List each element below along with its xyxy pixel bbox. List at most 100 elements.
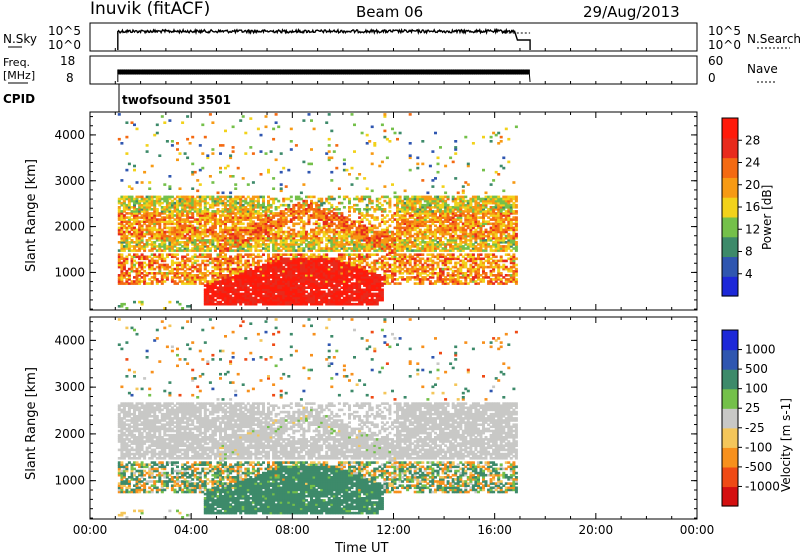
power-cell [143, 170, 147, 174]
power-cell [282, 276, 286, 279]
power-cell [193, 239, 197, 242]
power-cell [181, 282, 185, 285]
power-cell [312, 214, 316, 217]
power-cell [135, 220, 139, 223]
power-cell [224, 197, 227, 201]
power-cell [231, 245, 235, 248]
power-cell [320, 290, 324, 294]
power-cell [269, 274, 273, 277]
power-cell [305, 222, 308, 226]
power-cell [292, 208, 296, 211]
power-cell [224, 234, 227, 238]
power-cell [224, 294, 227, 298]
freq-right-tick-top: 60 [708, 54, 723, 68]
power-cell [345, 261, 349, 265]
power-cell [312, 280, 316, 283]
power-cell [186, 305, 190, 308]
power-cell [158, 253, 162, 256]
power-cell [297, 195, 301, 199]
power-cell [335, 292, 339, 296]
power-cell [330, 276, 334, 279]
power-cell [221, 236, 225, 240]
power-cell [284, 276, 288, 279]
power-cell [284, 236, 288, 240]
power-cell [269, 224, 273, 228]
power-cell [310, 272, 313, 275]
power-cell [254, 247, 258, 250]
power-cell [287, 247, 291, 250]
power-cell [133, 276, 136, 279]
power-cell [138, 241, 142, 244]
power-cell [332, 300, 336, 304]
power-cell [122, 201, 126, 205]
power-cell [224, 249, 227, 252]
power-cell [249, 280, 253, 283]
power-cell [317, 259, 321, 263]
power-cell [183, 282, 187, 285]
power-cell [150, 201, 154, 205]
power-cell [434, 131, 437, 135]
power-cell [302, 239, 306, 242]
power-cell [163, 224, 167, 228]
power-cell [165, 208, 169, 211]
power-cell [127, 243, 131, 246]
power-cell [168, 119, 172, 122]
power-cell [168, 208, 172, 211]
power-cell [287, 249, 291, 252]
power-cell [264, 152, 268, 155]
power-cell [198, 234, 202, 238]
power-cell [183, 230, 187, 234]
power-cell [264, 125, 268, 129]
power-cell [208, 286, 212, 289]
power-cell [186, 156, 190, 160]
power-cell [168, 197, 172, 201]
power-cell [158, 249, 162, 252]
power-cell [153, 206, 157, 209]
power-cell [181, 307, 185, 310]
power-cell [249, 239, 253, 242]
power-cell [337, 298, 341, 302]
power-cell [378, 265, 382, 269]
power-cell [310, 195, 313, 199]
power-cell [246, 224, 250, 228]
power-cell [251, 263, 255, 267]
power-cell [206, 280, 210, 283]
power-cell [277, 199, 281, 203]
power-cell [413, 276, 417, 279]
power-cell [236, 274, 240, 277]
noise-left-label: N.Sky [3, 32, 37, 46]
power-cell [335, 286, 339, 289]
power-cell [145, 243, 149, 246]
power-cell [259, 265, 263, 269]
power-cell [302, 214, 306, 217]
power-cell [178, 203, 182, 207]
power-cell [325, 302, 329, 306]
power-cell [254, 234, 258, 238]
power-cell [221, 251, 225, 254]
power-cell [153, 218, 157, 221]
power-cell [267, 288, 270, 292]
power-cell [229, 212, 233, 215]
power-cell [219, 236, 222, 240]
power-cell [310, 216, 313, 219]
power-cell [249, 146, 253, 149]
power-cell [262, 267, 265, 271]
power-cell [251, 280, 255, 283]
power-cell [234, 201, 238, 205]
power-cell [267, 232, 270, 236]
power-cell [305, 272, 308, 275]
power-cell [292, 241, 296, 244]
power-cell [406, 236, 410, 240]
power-cell [337, 243, 341, 246]
power-cell [231, 146, 235, 149]
power-cell [246, 278, 250, 281]
power-cell [310, 162, 313, 166]
power-cell [287, 230, 291, 234]
power-cell [226, 300, 230, 304]
power-cell [181, 245, 185, 248]
power-cell [173, 243, 177, 246]
power-cell [224, 195, 227, 199]
power-cell [140, 214, 144, 217]
power-cell [127, 224, 131, 228]
power-cell [254, 286, 258, 289]
